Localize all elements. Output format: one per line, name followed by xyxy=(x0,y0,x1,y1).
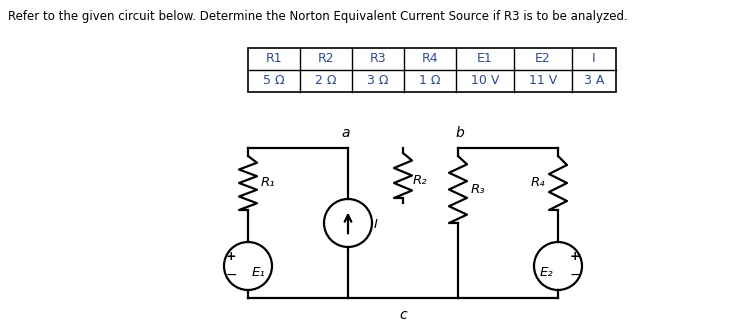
Text: c: c xyxy=(399,308,406,322)
Text: R₄: R₄ xyxy=(531,176,545,189)
Text: I: I xyxy=(592,52,596,65)
Text: +: + xyxy=(570,250,581,264)
Text: a: a xyxy=(342,126,351,140)
Text: I: I xyxy=(374,218,378,231)
Text: Refer to the given circuit below. Determine the Norton Equivalent Current Source: Refer to the given circuit below. Determ… xyxy=(8,10,628,23)
Text: 3 Ω: 3 Ω xyxy=(368,74,389,88)
Text: E1: E1 xyxy=(477,52,493,65)
Text: 1 Ω: 1 Ω xyxy=(419,74,441,88)
Text: E₁: E₁ xyxy=(252,266,266,279)
Text: 10 V: 10 V xyxy=(471,74,499,88)
Text: R4: R4 xyxy=(422,52,438,65)
Text: −: − xyxy=(225,268,237,282)
Text: 5 Ω: 5 Ω xyxy=(263,74,284,88)
Text: R₁: R₁ xyxy=(261,176,276,189)
Text: E₂: E₂ xyxy=(539,266,553,279)
Text: R₂: R₂ xyxy=(413,174,428,187)
Text: 11 V: 11 V xyxy=(529,74,557,88)
Text: −: − xyxy=(569,268,581,282)
Text: +: + xyxy=(226,250,237,264)
Text: 2 Ω: 2 Ω xyxy=(315,74,337,88)
Bar xyxy=(248,48,616,92)
Text: R1: R1 xyxy=(265,52,282,65)
Text: R3: R3 xyxy=(370,52,387,65)
Text: 3 A: 3 A xyxy=(584,74,604,88)
Text: E2: E2 xyxy=(535,52,551,65)
Text: b: b xyxy=(456,126,465,140)
Text: R2: R2 xyxy=(318,52,334,65)
Text: R₃: R₃ xyxy=(471,183,486,196)
